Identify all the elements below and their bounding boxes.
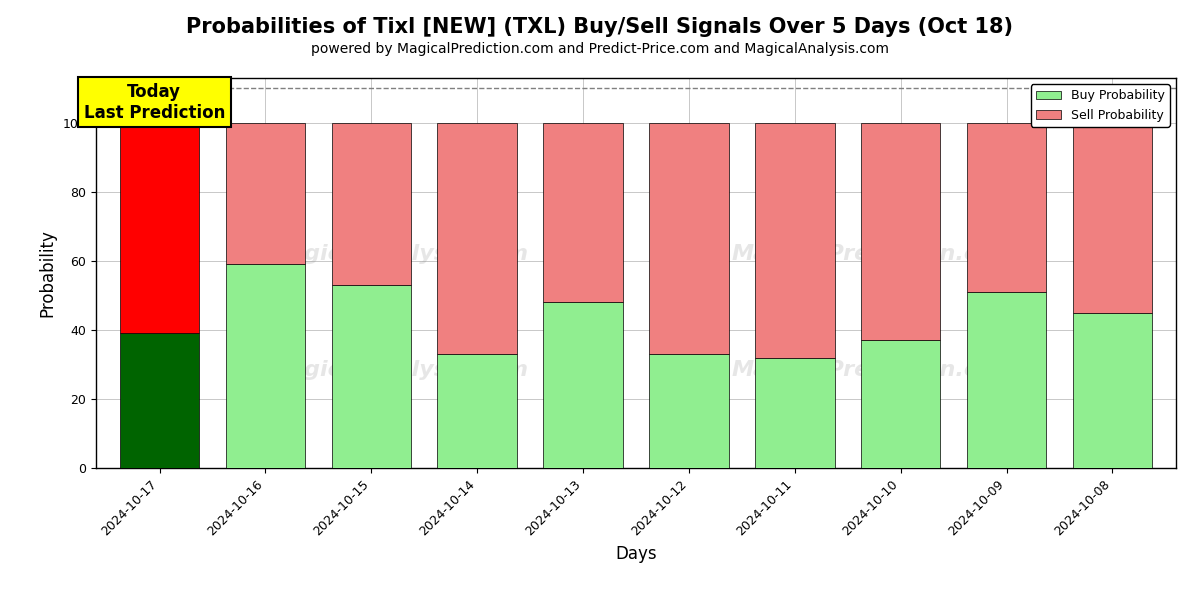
Bar [120,334,199,468]
Bar [544,302,623,468]
Text: MagicalPrediction.com: MagicalPrediction.com [731,244,1016,263]
Text: MagicalAnalysis.com: MagicalAnalysis.com [268,244,529,263]
Bar [755,123,834,358]
Bar [544,123,623,302]
Bar [438,123,517,354]
Bar [755,358,834,468]
Bar [862,123,941,340]
Bar [649,123,728,354]
Text: MagicalAnalysis.com: MagicalAnalysis.com [268,361,529,380]
Bar [649,354,728,468]
Bar [967,123,1046,292]
Text: powered by MagicalPrediction.com and Predict-Price.com and MagicalAnalysis.com: powered by MagicalPrediction.com and Pre… [311,42,889,56]
Text: Probabilities of Tixl [NEW] (TXL) Buy/Sell Signals Over 5 Days (Oct 18): Probabilities of Tixl [NEW] (TXL) Buy/Se… [186,17,1014,37]
Bar [226,265,305,468]
Bar [226,123,305,265]
Bar [1073,123,1152,313]
Y-axis label: Probability: Probability [38,229,56,317]
Bar [862,340,941,468]
Bar [331,285,412,468]
Bar [120,123,199,334]
Bar [1073,313,1152,468]
Text: MagicalPrediction.com: MagicalPrediction.com [731,361,1016,380]
X-axis label: Days: Days [616,545,656,563]
Bar [331,123,412,285]
Text: Today
Last Prediction: Today Last Prediction [84,83,224,122]
Bar [967,292,1046,468]
Legend: Buy Probability, Sell Probability: Buy Probability, Sell Probability [1031,84,1170,127]
Bar [438,354,517,468]
